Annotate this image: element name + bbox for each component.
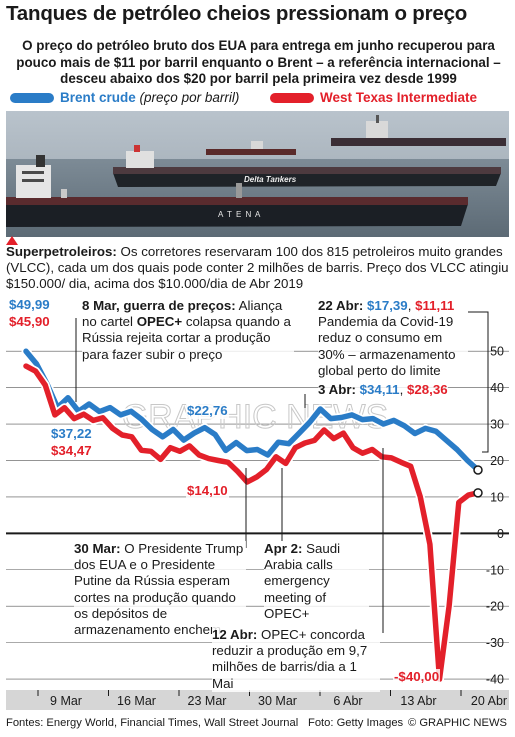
legend-brent-label: Brent crude: [60, 90, 136, 105]
label-neg-wti: -$40,00: [393, 669, 441, 685]
annotation-mar8-opec: OPEC+: [136, 314, 183, 330]
y-tick-label: -10: [486, 563, 504, 577]
supertanker-info: Superpetroleiros: Os corretores reservar…: [6, 244, 509, 293]
annotation-mar30-head: 30 Mar:: [74, 541, 121, 556]
annotation-apr3-wti: $28,36: [406, 382, 448, 397]
x-tick-label: 23 Mar: [188, 694, 227, 708]
label-mar9-brent: $37,22: [50, 426, 93, 442]
annotation-apr12-head: 12 Abr:: [212, 627, 258, 642]
annotation-mar30-text: O Presidente Trump dos EUA e o President…: [74, 541, 244, 638]
annotation-mar8: 8 Mar, guerra de preços: Aliança no cart…: [82, 298, 294, 363]
annotation-apr3-brent: $34,11: [359, 382, 400, 397]
footer-brand: © GRAPHIC NEWS: [408, 717, 507, 729]
annotation-apr22-wti: $11,11: [415, 298, 455, 313]
label-mid-brent: $22,76: [186, 403, 229, 419]
info-text: Os corretores reservaram 100 dos 815 pet…: [6, 244, 509, 292]
x-tick-label: 9 Mar: [50, 694, 82, 708]
legend-brent-note: (preço por barril): [139, 90, 240, 105]
label-start-brent: $49,99: [8, 297, 51, 313]
annotation-apr22-head: 22 Abr:: [318, 298, 364, 313]
footer-sources: Fontes: Energy World, Financial Times, W…: [6, 717, 299, 729]
y-tick-label: 10: [490, 490, 504, 504]
leader-apr22: [468, 311, 489, 453]
page-title: Tanques de petróleo cheios pressionam o …: [6, 2, 468, 25]
annotation-mar8-text: Aliança no cartel: [82, 298, 283, 330]
series-brent-line: [23, 348, 481, 473]
label-mar9-wti: $34,47: [50, 443, 93, 459]
page-subtitle: O preço do petróleo bruto dos EUA para e…: [16, 38, 501, 86]
annotation-mar30: 30 Mar: O Presidente Trump dos EUA e o P…: [74, 541, 246, 639]
y-tick-label: 30: [490, 418, 504, 432]
tanker-photo: Delta Tankers A T E N A: [6, 111, 509, 237]
info-heading: Superpetroleiros:: [6, 244, 117, 259]
footer-photo-credit: Foto: Getty Images: [308, 717, 404, 729]
annotation-apr22: 22 Abr: $17,39, $11,11 Pandemia da Covid…: [318, 298, 468, 380]
x-tick-label: 13 Abr: [400, 694, 436, 708]
label-low-wti: $14,10: [186, 483, 229, 499]
legend-wti-swatch: [270, 93, 314, 104]
x-axis-band: [6, 690, 509, 710]
y-tick-label: -20: [486, 600, 504, 614]
y-tick-label: 40: [490, 381, 504, 395]
x-tick-label: 16 Mar: [117, 694, 156, 708]
ship-name-delta: Delta Tankers: [244, 175, 297, 184]
photo-pointer-icon: [6, 236, 18, 245]
y-tick-label: 0: [497, 527, 504, 541]
annotation-apr2-text: Saudi Arabia calls emergency meeting of …: [264, 541, 341, 621]
legend-wti-label: West Texas Intermediate: [320, 90, 478, 105]
legend-brent: Brent crude (preço por barril): [10, 90, 239, 105]
annotation-apr2: Apr 2: Saudi Arabia calls emergency meet…: [264, 541, 369, 623]
legend-brent-swatch: [10, 93, 54, 104]
legend-wti: West Texas Intermediate: [270, 90, 477, 105]
annotation-apr12: 12 Abr: OPEC+ concorda reduzir a produçã…: [212, 627, 380, 692]
annotation-apr2-head: Apr 2:: [264, 541, 303, 556]
ship-name-atena: A T E N A: [218, 210, 261, 219]
y-tick-label: -30: [486, 636, 504, 650]
annotation-apr3-head: 3 Abr:: [318, 382, 356, 397]
y-tick-label: -40: [486, 673, 504, 687]
annotation-apr12-text: OPEC+ concorda reduzir a produção em 9,7…: [212, 627, 368, 691]
brent-end-marker: [473, 465, 483, 475]
series-wti-line: [23, 363, 481, 682]
wti-end-marker: [473, 488, 483, 498]
annotation-mar8-head: 8 Mar, guerra de preços:: [82, 298, 236, 313]
x-tick-label: 20 Abr: [471, 694, 507, 708]
label-start-wti: $45,90: [8, 314, 51, 330]
x-tick-label: 6 Abr: [333, 694, 362, 708]
annotation-apr22-brent: $17,39: [367, 298, 408, 313]
annotation-apr3: 3 Abr: $34,11, $28,36: [318, 382, 448, 399]
x-tick-label: 30 Mar: [258, 694, 297, 708]
annotation-apr22-text: Pandemia da Covid-19 reduz o consumo em …: [318, 314, 456, 378]
y-tick-label: 20: [490, 454, 504, 468]
annotation-mar8-text2: colapsa quando a Rússia rejeita cortar a…: [82, 314, 291, 362]
y-tick-label: 50: [490, 345, 504, 359]
